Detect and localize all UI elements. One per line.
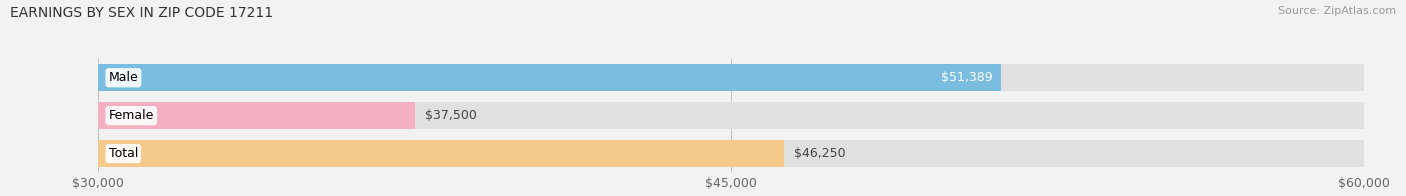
Text: $51,389: $51,389 <box>942 71 993 84</box>
Text: Source: ZipAtlas.com: Source: ZipAtlas.com <box>1278 6 1396 16</box>
Text: Female: Female <box>108 109 153 122</box>
Text: Male: Male <box>108 71 138 84</box>
Text: Total: Total <box>108 147 138 160</box>
Bar <box>98 140 785 167</box>
Text: EARNINGS BY SEX IN ZIP CODE 17211: EARNINGS BY SEX IN ZIP CODE 17211 <box>10 6 273 20</box>
Bar <box>98 140 1364 167</box>
Text: $46,250: $46,250 <box>794 147 845 160</box>
Bar <box>98 64 1001 91</box>
Text: $37,500: $37,500 <box>425 109 477 122</box>
Bar <box>98 102 1364 129</box>
Bar <box>98 102 415 129</box>
Bar <box>98 64 1364 91</box>
